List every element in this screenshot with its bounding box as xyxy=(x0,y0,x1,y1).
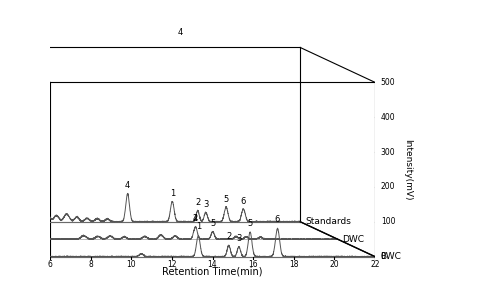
Text: 16: 16 xyxy=(248,260,258,269)
Text: 3: 3 xyxy=(236,234,242,243)
Text: 4: 4 xyxy=(193,214,198,223)
Text: 5: 5 xyxy=(210,219,216,228)
Text: 22: 22 xyxy=(370,260,380,269)
Text: 20: 20 xyxy=(330,260,339,269)
Text: 12: 12 xyxy=(167,260,176,269)
Text: 4: 4 xyxy=(178,28,183,37)
Text: 0: 0 xyxy=(381,252,386,261)
Text: 1: 1 xyxy=(196,222,201,231)
Text: Intensity(mV): Intensity(mV) xyxy=(403,139,412,200)
Text: 5: 5 xyxy=(224,195,228,204)
Text: 6: 6 xyxy=(275,216,280,224)
Text: 4: 4 xyxy=(125,181,130,190)
Text: 6: 6 xyxy=(240,196,246,206)
Text: BWC: BWC xyxy=(380,252,400,261)
Text: 100: 100 xyxy=(381,217,396,226)
Text: 8: 8 xyxy=(88,260,93,269)
Text: 1: 1 xyxy=(170,189,175,198)
Text: 500: 500 xyxy=(381,78,396,87)
Text: 3: 3 xyxy=(203,200,208,209)
Text: Standards: Standards xyxy=(305,217,351,226)
Text: 400: 400 xyxy=(381,113,396,122)
Text: 14: 14 xyxy=(208,260,218,269)
Text: 10: 10 xyxy=(126,260,136,269)
Text: 300: 300 xyxy=(381,148,396,156)
Text: 2: 2 xyxy=(195,199,200,207)
Text: 2: 2 xyxy=(193,214,198,223)
Text: 6: 6 xyxy=(48,260,52,269)
Text: 5: 5 xyxy=(248,219,252,228)
Text: 200: 200 xyxy=(381,182,396,192)
Text: Retention Time(min): Retention Time(min) xyxy=(162,266,263,276)
Text: 18: 18 xyxy=(289,260,298,269)
Text: 2: 2 xyxy=(226,232,232,241)
Text: DWC: DWC xyxy=(342,235,364,244)
